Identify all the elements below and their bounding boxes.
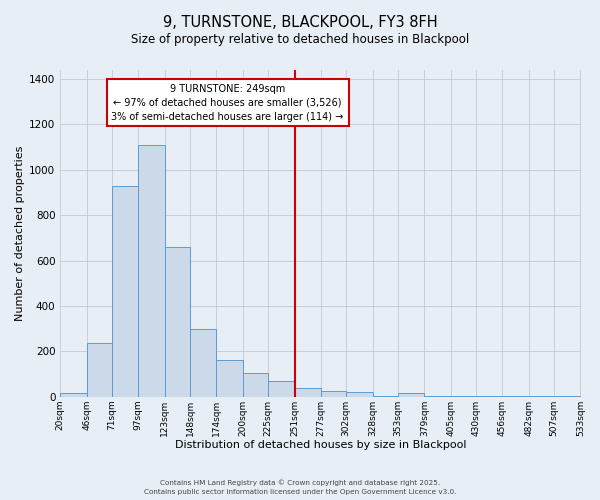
Bar xyxy=(190,328,217,396)
Text: 9 TURNSTONE: 249sqm
← 97% of detached houses are smaller (3,526)
3% of semi-deta: 9 TURNSTONE: 249sqm ← 97% of detached ho… xyxy=(112,84,344,122)
Y-axis label: Number of detached properties: Number of detached properties xyxy=(15,146,25,321)
X-axis label: Distribution of detached houses by size in Blackpool: Distribution of detached houses by size … xyxy=(175,440,466,450)
Text: 9, TURNSTONE, BLACKPOOL, FY3 8FH: 9, TURNSTONE, BLACKPOOL, FY3 8FH xyxy=(163,15,437,30)
Text: Contains public sector information licensed under the Open Government Licence v3: Contains public sector information licen… xyxy=(144,489,456,495)
Bar xyxy=(86,344,112,396)
Bar xyxy=(217,360,243,396)
Text: Contains HM Land Registry data © Crown copyright and database right 2025.: Contains HM Land Registry data © Crown c… xyxy=(160,480,440,486)
Bar xyxy=(321,391,346,396)
Bar xyxy=(112,186,139,396)
Bar xyxy=(60,394,86,396)
Bar xyxy=(243,373,268,396)
Bar xyxy=(139,145,165,397)
Bar xyxy=(398,394,424,396)
Text: Size of property relative to detached houses in Blackpool: Size of property relative to detached ho… xyxy=(131,32,469,46)
Bar xyxy=(165,247,190,396)
Bar xyxy=(268,381,295,396)
Bar xyxy=(295,388,321,396)
Bar xyxy=(346,392,373,396)
